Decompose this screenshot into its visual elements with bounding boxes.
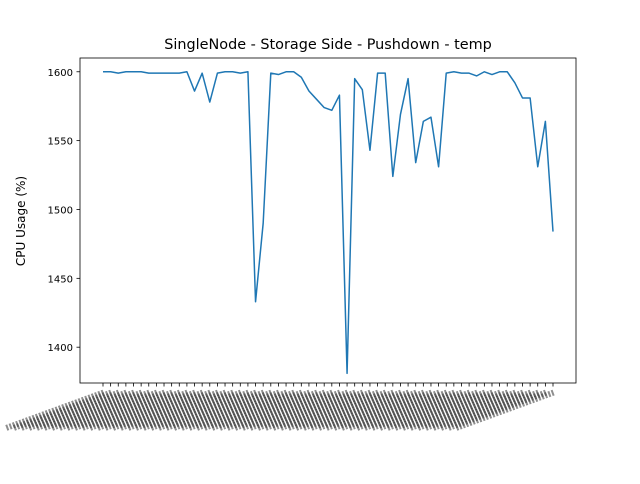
x-tick-label <box>157 389 259 431</box>
x-tick-label <box>272 389 373 431</box>
x-tick-label <box>81 389 183 431</box>
x-tick-label <box>112 389 213 431</box>
x-tick-label <box>356 389 457 431</box>
x-tick-label <box>211 389 312 431</box>
x-tick-label <box>318 389 419 431</box>
x-tick-label <box>371 389 473 431</box>
x-tick-label <box>35 389 137 431</box>
x-tick-label <box>165 389 267 431</box>
y-tick-label: 1500 <box>48 205 73 216</box>
x-tick-label <box>348 389 450 431</box>
x-tick-label <box>51 389 152 431</box>
plot-area <box>79 57 577 384</box>
x-tick-label <box>43 389 145 431</box>
x-tick-label <box>432 389 534 431</box>
y-tick-label: 1600 <box>48 68 73 79</box>
x-tick-label <box>226 389 328 431</box>
series-line <box>103 71 554 375</box>
x-tick-label <box>142 389 244 431</box>
x-tick-label <box>58 389 160 431</box>
x-tick-label <box>287 389 389 431</box>
x-tick-label <box>73 389 175 431</box>
x-tick-label <box>119 389 221 431</box>
x-tick-label <box>447 389 549 431</box>
x-tick-label <box>325 389 427 431</box>
x-tick-label <box>104 389 206 431</box>
x-tick-label <box>20 389 122 431</box>
x-tick-label <box>340 389 442 431</box>
y-axis-label: CPU Usage (%) <box>14 176 28 266</box>
x-tick-label <box>28 389 129 431</box>
x-tick-label <box>180 389 282 431</box>
x-tick-label <box>203 389 305 431</box>
x-tick-label <box>12 389 114 431</box>
x-tick-label <box>310 389 412 431</box>
x-tick-label <box>134 389 236 431</box>
chart-title: SingleNode - Storage Side - Pushdown - t… <box>164 37 491 53</box>
y-axis-ticks: 1400 1450 1500 1550 1600 <box>48 68 80 354</box>
x-tick-label <box>424 389 526 431</box>
x-tick-label <box>440 389 541 431</box>
x-tick-label <box>66 389 168 431</box>
x-tick-label <box>394 389 496 431</box>
x-tick-label <box>218 389 320 431</box>
x-tick-label <box>234 389 335 431</box>
x-tick-label <box>264 389 366 431</box>
x-tick-label <box>127 389 229 431</box>
x-tick-label <box>302 389 404 431</box>
x-tick-label <box>5 389 107 431</box>
x-tick-label <box>379 389 480 431</box>
x-tick-label <box>173 389 274 431</box>
x-tick-label <box>409 389 511 431</box>
x-tick-label <box>96 389 198 431</box>
x-tick-label <box>188 389 290 431</box>
y-tick-label: 1400 <box>48 343 73 354</box>
x-tick-label <box>195 389 297 431</box>
x-tick-label <box>249 389 351 431</box>
x-tick-label <box>257 389 358 431</box>
x-tick-label <box>417 389 518 431</box>
x-tick-label <box>363 389 465 431</box>
x-tick-label <box>150 389 251 431</box>
y-tick-label: 1450 <box>48 274 73 285</box>
x-tick-label <box>279 389 381 431</box>
y-tick-label: 1550 <box>48 137 73 148</box>
x-tick-label <box>89 389 190 431</box>
x-tick-label <box>386 389 488 431</box>
x-tick-label <box>401 389 503 431</box>
x-tick-labels-overlapping <box>5 389 557 431</box>
x-tick-label <box>241 389 343 431</box>
x-axis-ticks <box>5 383 557 431</box>
x-tick-label <box>455 389 557 431</box>
x-tick-label <box>295 389 396 431</box>
x-tick-label <box>333 389 434 431</box>
